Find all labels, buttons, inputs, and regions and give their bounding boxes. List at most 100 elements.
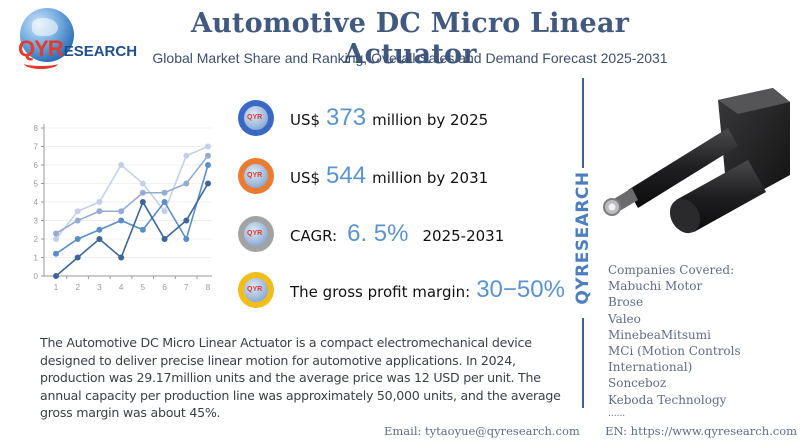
y-tick-label: 3 xyxy=(34,217,39,226)
series-3-point xyxy=(139,226,146,233)
x-tick-label: 5 xyxy=(141,283,146,292)
series-4-point xyxy=(53,273,59,279)
series-3-point xyxy=(96,226,103,233)
series-4-point xyxy=(118,254,125,261)
company-item: MinebeaMitsumi xyxy=(608,327,711,342)
series-1-point xyxy=(183,152,190,159)
logo-qy: QY xyxy=(18,36,49,61)
series-1-point xyxy=(139,180,146,187)
vertical-brand: QYRESEARCH xyxy=(568,171,598,304)
company-item: Valeo xyxy=(608,311,641,326)
series-2-point xyxy=(183,180,190,187)
series-3-point xyxy=(205,162,211,168)
stat-prefix: US$ xyxy=(290,111,321,129)
product-description: The Automotive DC Micro Linear Actuator … xyxy=(40,335,561,421)
website-link[interactable]: https://www.qyresearch.com xyxy=(630,424,798,438)
series-2-point xyxy=(139,189,146,196)
stat-cagr: QYR CAGR: 6. 5% 2025-2031 xyxy=(238,214,504,254)
company-item: Sonceboz xyxy=(608,376,667,391)
series-3-point xyxy=(161,199,168,205)
divider-line xyxy=(582,78,584,168)
stat-value: 6. 5% xyxy=(347,220,409,247)
series-2-point xyxy=(161,189,168,196)
company-item: International) xyxy=(608,360,693,375)
series-3-point xyxy=(53,250,59,257)
company-item: Brose xyxy=(608,295,644,310)
globe-badge-yellow-icon: QYR xyxy=(238,272,274,308)
series-4-point xyxy=(205,180,211,187)
series-2-line xyxy=(55,155,209,235)
company-item: Mabuchi Motor xyxy=(608,279,703,294)
series-4-line xyxy=(55,183,209,277)
y-tick-label: 0 xyxy=(34,272,39,281)
logo-wordmark: QYRESEARCH xyxy=(18,36,137,62)
x-tick-label: 2 xyxy=(75,283,80,292)
y-tick-label: 7 xyxy=(34,143,39,152)
stat-market-2031: QYR US$ 544 million by 2031 xyxy=(238,156,488,196)
company-item-ellipsis: ...... xyxy=(608,408,626,419)
logo-r: R xyxy=(47,36,64,61)
company-item: Keboda Technology xyxy=(608,392,727,407)
y-tick-label: 2 xyxy=(34,235,39,244)
stat-market-2025: QYR US$ 373 million by 2025 xyxy=(238,98,488,138)
x-tick-label: 7 xyxy=(184,283,189,292)
stat-value: 30−50% xyxy=(476,276,565,303)
stat-value: 373 xyxy=(326,104,367,131)
x-tick-label: 3 xyxy=(97,283,102,292)
stat-suffix: 2025-2031 xyxy=(422,227,505,245)
globe-badge-gray-icon: QYR xyxy=(238,216,274,252)
series-4-point xyxy=(96,236,103,242)
x-tick-label: 6 xyxy=(162,283,167,292)
companies-heading: Companies Covered: xyxy=(608,263,735,277)
globe-badge-blue-icon: QYR xyxy=(238,100,274,136)
companies-list: Companies Covered: Mabuchi Motor Brose V… xyxy=(608,262,798,420)
series-1-point xyxy=(205,143,211,150)
stat-suffix: million by 2025 xyxy=(372,111,489,129)
series-1-point xyxy=(53,236,59,242)
x-tick-label: 8 xyxy=(206,283,211,292)
globe-icon xyxy=(20,8,74,62)
y-tick-label: 1 xyxy=(34,254,39,263)
globe-badge-orange-icon: QYR xyxy=(238,158,274,194)
stat-prefix: US$ xyxy=(290,169,321,187)
series-3-point xyxy=(183,236,190,242)
stat-gross-margin: QYR The gross profit margin: 30−50% xyxy=(238,270,571,310)
stat-prefix: CAGR: xyxy=(290,227,338,245)
series-1-point xyxy=(96,199,103,205)
page-title: Automotive DC Micro Linear Actuator xyxy=(190,8,630,70)
series-3-point xyxy=(118,217,125,224)
series-4-point xyxy=(161,236,168,242)
website-label: EN: xyxy=(605,424,628,438)
page-subtitle: Global Market Share and Ranking, Overall… xyxy=(152,50,668,66)
series-2-point xyxy=(96,208,103,215)
series-1-point xyxy=(161,208,168,215)
email-label: Email: xyxy=(384,424,422,438)
y-tick-label: 6 xyxy=(34,161,39,170)
series-1-line xyxy=(55,145,209,240)
series-4-point xyxy=(74,254,81,261)
vertical-brand-text: QYRESEARCH xyxy=(573,171,593,305)
divider-line xyxy=(582,318,584,408)
x-tick-label: 4 xyxy=(119,283,124,292)
linear-actuator-image xyxy=(603,88,790,234)
stat-prefix: The gross profit margin: xyxy=(290,283,471,301)
decorative-line-chart: 0 1 2 3 4 5 6 7 8 1 2 3 4 5 6 7 8 xyxy=(34,124,212,292)
email-link[interactable]: tytaoyue@qyresearch.com xyxy=(425,424,580,438)
series-3-point xyxy=(74,236,81,242)
series-3-line xyxy=(55,164,209,255)
series-1-point xyxy=(118,162,125,168)
logo-esearch: ESEARCH xyxy=(63,43,138,60)
series-1-point xyxy=(74,208,81,215)
y-tick-label: 8 xyxy=(34,124,39,133)
series-2-point xyxy=(74,217,81,224)
x-tick-label: 1 xyxy=(54,283,59,292)
series-4-point xyxy=(183,217,190,224)
qyresearch-logo: QYRESEARCH xyxy=(14,6,144,69)
series-4-point xyxy=(139,199,146,205)
logo-swoosh xyxy=(24,58,58,69)
stat-suffix: million by 2031 xyxy=(372,169,489,187)
stat-value: 544 xyxy=(326,162,367,189)
company-item: MCi (Motion Controls xyxy=(608,344,741,359)
y-tick-label: 4 xyxy=(34,198,39,207)
series-2-point xyxy=(53,230,59,237)
